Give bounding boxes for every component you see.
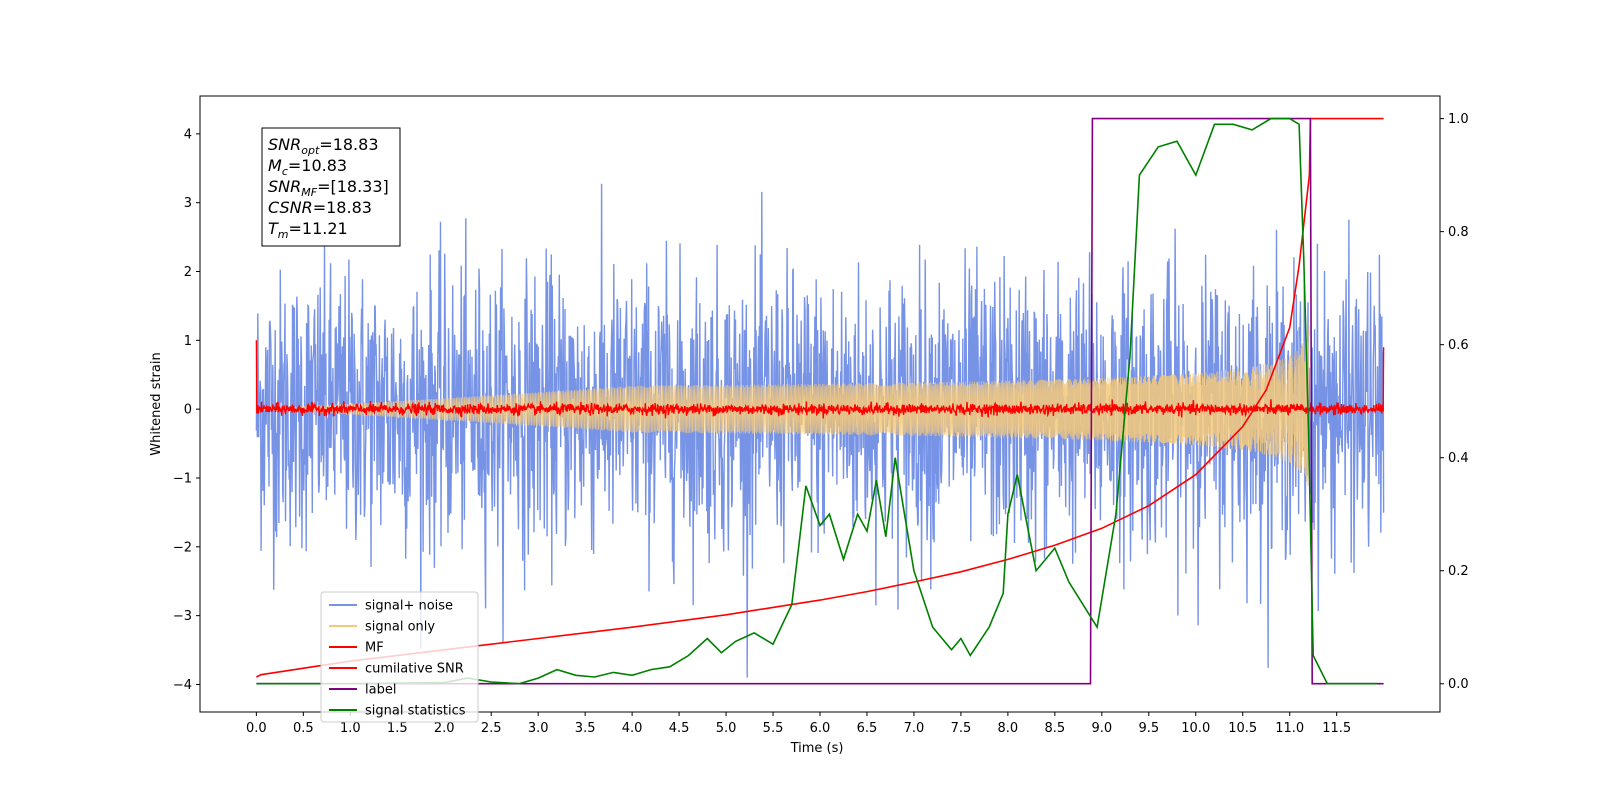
x-tick-label: 7.0	[904, 721, 925, 736]
x-axis-label: Time (s)	[790, 741, 844, 756]
legend-label: label	[365, 683, 396, 698]
y-tick-label: −1	[173, 471, 192, 486]
x-tick-label: 4.0	[622, 721, 643, 736]
series-mf-line	[255, 340, 1385, 419]
legend-label: signal only	[365, 620, 435, 635]
legend-label: cumilative SNR	[365, 662, 464, 677]
annotation-value: =10.83	[288, 156, 347, 175]
annotation-subscript: m	[278, 228, 289, 241]
x-tick-label: 1.0	[340, 721, 361, 736]
y-tick-label: −3	[173, 609, 192, 624]
x-tick-label: 9.0	[1091, 721, 1112, 736]
annotation-symbol: CSNR	[268, 198, 313, 217]
x-tick-label: 2.0	[434, 721, 455, 736]
y2-tick-label: 0.6	[1448, 338, 1469, 353]
y2-tick-label: 0.2	[1448, 564, 1469, 579]
x-tick-label: 10.0	[1181, 721, 1210, 736]
data-layer	[255, 117, 1385, 685]
legend-box	[320, 591, 479, 723]
annotation-value: =[18.33]	[317, 177, 389, 196]
y-tick-label: −2	[173, 540, 192, 555]
x-tick-label: 11.5	[1322, 721, 1351, 736]
annotation-symbol: SNR	[268, 177, 301, 196]
legend-layer: signal+ noise signal only MF cumilative SNR…	[320, 591, 479, 723]
y-axis-label: Whitened strain	[149, 352, 164, 455]
x-tick-label: 8.0	[998, 721, 1019, 736]
x-tick-label: 4.5	[669, 721, 690, 736]
series-cumilative-snr-line	[256, 117, 1384, 678]
y2-tick-label: 0.0	[1448, 677, 1469, 692]
annotation-line: SNRMF=[18.33]	[268, 177, 389, 199]
annotation-subscript: opt	[301, 144, 320, 157]
x-tick-label: 3.0	[528, 721, 549, 736]
x-tick-label: 2.5	[481, 721, 502, 736]
y-tick-label: −4	[173, 678, 192, 693]
x-tick-label: 3.5	[575, 721, 596, 736]
x-tick-label: 8.5	[1045, 721, 1066, 736]
annotation-symbol: T	[268, 219, 279, 238]
y2-tick-label: 0.4	[1448, 451, 1469, 466]
series-signal-statistics-line	[256, 117, 1378, 685]
y2-tick-label: 0.8	[1448, 225, 1469, 240]
y-tick-label: 0	[184, 403, 192, 418]
y-tick-label: 3	[184, 196, 192, 211]
y-tick-label: 2	[184, 265, 192, 280]
series-signal-only-line	[256, 325, 1310, 486]
x-tick-label: 5.5	[763, 721, 784, 736]
annotation-value: =18.83	[319, 135, 378, 154]
annotation-subscript: c	[282, 165, 288, 178]
x-tick-label: 11.0	[1275, 721, 1304, 736]
legend-label: signal statistics	[365, 704, 466, 719]
y-tick-label: 4	[184, 127, 192, 142]
x-tick-label: 6.5	[857, 721, 878, 736]
x-tick-label: 5.0	[716, 721, 737, 736]
x-tick-label: 0.0	[246, 721, 267, 736]
annotation-value: =11.21	[289, 219, 348, 238]
x-tick-label: 0.5	[293, 721, 314, 736]
series-label-line	[256, 117, 1384, 685]
annotation-symbol: M	[268, 156, 282, 175]
x-tick-label: 9.5	[1138, 721, 1159, 736]
annotation-subscript: MF	[301, 186, 317, 199]
x-tick-label: 10.5	[1228, 721, 1257, 736]
annotation-box	[261, 127, 401, 247]
annotation-line: SNRopt=18.83	[268, 135, 379, 157]
annotation-line: Tm=11.21	[268, 219, 348, 241]
legend-label: MF	[365, 641, 384, 656]
y2-tick-label: 1.0	[1448, 112, 1469, 127]
tick-layer: 0.0 0.5 1.0 1.5 2.0 2.5 3.0 3.5 4.0 4.5 5.0 5.5 6.0 6…	[173, 112, 1469, 736]
x-tick-label: 7.5	[951, 721, 972, 736]
x-tick-label: 1.5	[387, 721, 408, 736]
annotation-layer: SNRopt=18.83Mc=10.83SNRMF=[18.33]CSNR=18…	[261, 127, 401, 247]
annotation-value: =18.83	[313, 198, 372, 217]
y-tick-label: 1	[184, 334, 192, 349]
annotation-line: Mc=10.83	[268, 156, 347, 178]
x-tick-label: 6.0	[810, 721, 831, 736]
annotation-line: CSNR=18.83	[268, 198, 372, 217]
legend-label: signal+ noise	[365, 599, 453, 614]
annotation-symbol: SNR	[268, 135, 301, 154]
